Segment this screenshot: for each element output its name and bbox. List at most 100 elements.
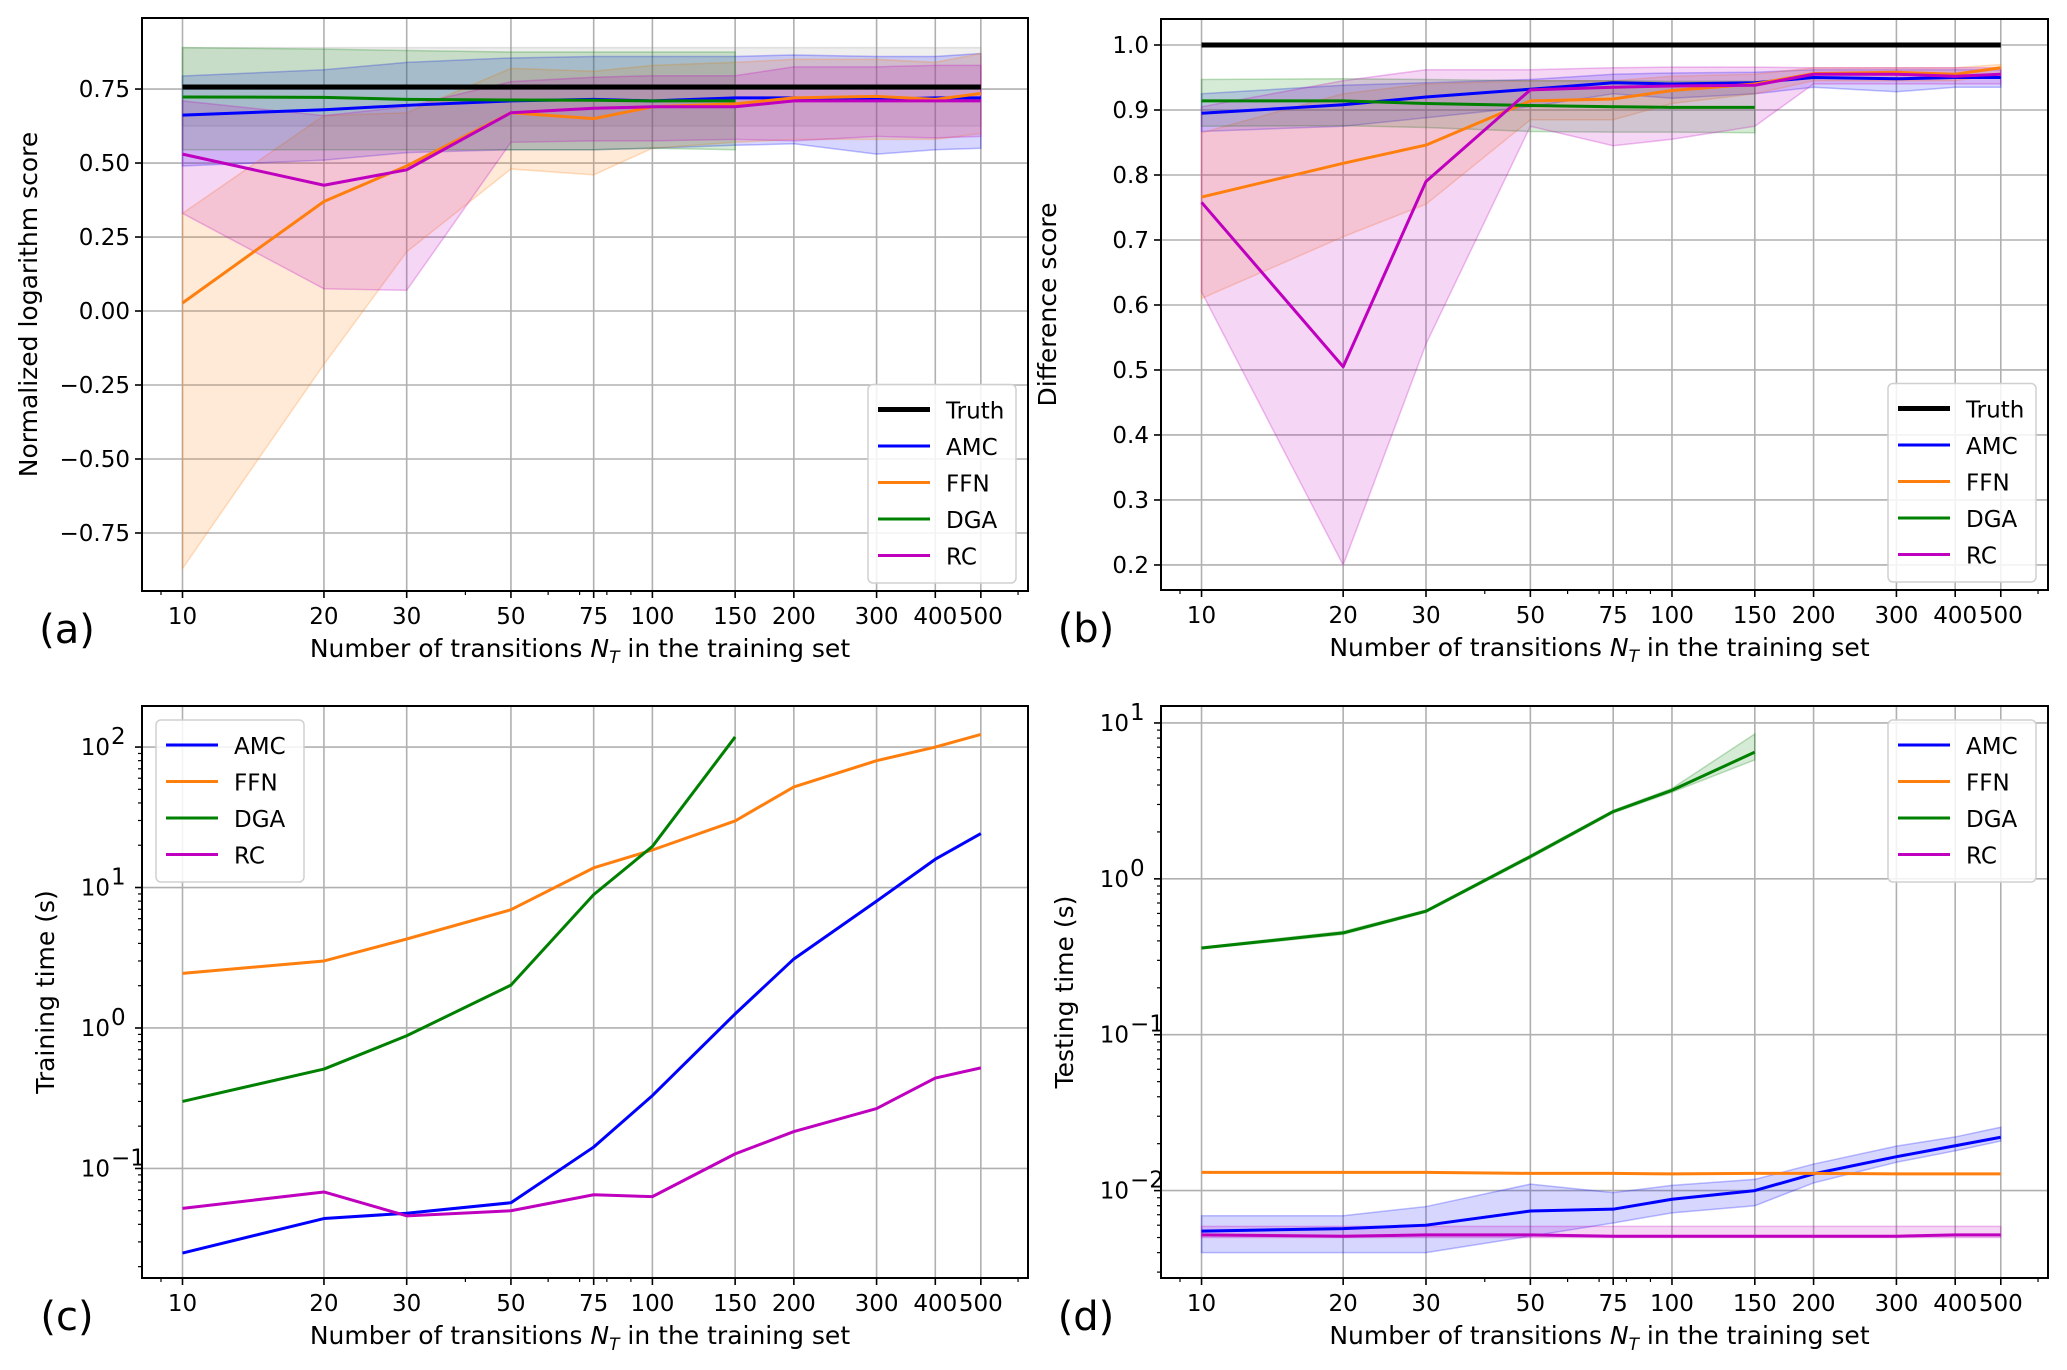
- series-line-rc: [1201, 1233, 2001, 1238]
- x-tick-label: 150: [1733, 1291, 1777, 1317]
- x-tick-label: 150: [713, 604, 757, 630]
- x-tick-label: 75: [1599, 603, 1628, 629]
- x-tick-label: 75: [579, 604, 608, 630]
- x-tick-label: 10: [168, 1291, 197, 1317]
- y-tick-label: 0.8: [1112, 163, 1149, 189]
- legend-label-rc: RC: [234, 844, 265, 870]
- band-amc: [1200, 1126, 2002, 1254]
- legend-label-amc: AMC: [1966, 734, 2018, 760]
- legend-box: [155, 719, 305, 883]
- x-tick-label: 100: [1650, 1291, 1694, 1317]
- legend-label-rc: RC: [1966, 844, 1997, 870]
- axes-frame: [1160, 705, 2049, 1279]
- axes-frame: [141, 17, 1029, 592]
- y-tick-label: 0.25: [79, 225, 130, 251]
- plot-area: [1200, 732, 2002, 1254]
- y-tick-label: 10: [81, 1016, 110, 1042]
- y-tick-label: −0.50: [60, 447, 130, 473]
- x-tick-label: 30: [392, 604, 421, 630]
- y-tick-label: 0.9: [1112, 98, 1149, 124]
- x-tick-label: 50: [496, 604, 525, 630]
- axes-frame: [141, 705, 1029, 1279]
- legend-box: [1887, 382, 2037, 583]
- y-axis-label: Training time (s): [31, 890, 60, 1095]
- y-tick-label: 10: [1100, 1179, 1129, 1205]
- y-tick-label: −0.75: [60, 521, 130, 547]
- x-tick-label: 30: [1411, 1291, 1440, 1317]
- x-tick-label: 20: [309, 1291, 338, 1317]
- x-tick-label: 300: [1874, 1291, 1918, 1317]
- plot-area: [1200, 42, 2002, 567]
- x-tick-label: 30: [392, 1291, 421, 1317]
- legend-label-ffn: FFN: [946, 472, 990, 498]
- y-tick-label: 1.0: [1112, 33, 1149, 59]
- plot-area: [182, 732, 982, 1255]
- x-tick-label: 10: [168, 604, 197, 630]
- series-line-ffn: [1201, 1170, 2001, 1176]
- y-tick-exponent: 0: [111, 1005, 126, 1031]
- x-tick-label: 20: [1329, 603, 1358, 629]
- x-tick-label: 400: [1933, 1291, 1977, 1317]
- y-tick-exponent: 1: [1130, 700, 1145, 726]
- y-tick-label: 0.00: [79, 299, 130, 325]
- x-tick-label: 150: [713, 1291, 757, 1317]
- legend-label-rc: RC: [946, 545, 977, 571]
- band-ffn: [181, 52, 982, 571]
- legend-label-dga: DGA: [1966, 807, 2018, 833]
- band-rc: [1200, 66, 2002, 567]
- x-tick-label: 200: [1792, 603, 1836, 629]
- y-axis-label: Difference score: [1033, 202, 1062, 406]
- y-tick-label: 0.7: [1112, 228, 1149, 254]
- legend-label-truth: Truth: [945, 399, 1004, 425]
- y-tick-label: 10: [1100, 867, 1129, 893]
- plot-area: [181, 46, 982, 571]
- y-tick-label: 0.5: [1112, 358, 1149, 384]
- legend: Truth AMC FFN DGA RC: [867, 383, 1017, 584]
- legend-box: [1887, 719, 2037, 883]
- x-tick-label: 200: [772, 604, 816, 630]
- y-axis-label: Normalized logarithm score: [14, 132, 43, 478]
- x-tick-label: 400: [1933, 603, 1977, 629]
- series-line-amc: [182, 832, 982, 1255]
- y-tick-label: 0.3: [1112, 488, 1149, 514]
- panel-label: (d): [1058, 1294, 1115, 1340]
- x-tick-label: 100: [1650, 603, 1694, 629]
- legend: AMC FFN DGA RC: [1887, 719, 2037, 883]
- panel-label: (a): [39, 607, 95, 653]
- legend-label-ffn: FFN: [1966, 771, 2010, 797]
- x-tick-label: 20: [1329, 1291, 1358, 1317]
- y-tick-label: 10: [81, 735, 110, 761]
- legend: AMC FFN DGA RC: [155, 719, 305, 883]
- y-tick-exponent: 1: [111, 865, 126, 891]
- x-tick-label: 30: [1411, 603, 1440, 629]
- y-tick-label: 10: [81, 876, 110, 902]
- x-tick-label: 300: [855, 1291, 899, 1317]
- x-tick-label: 75: [1599, 1291, 1628, 1317]
- grid: [142, 706, 1028, 1278]
- y-tick-exponent: 0: [1130, 856, 1145, 882]
- x-tick-label: 400: [913, 1291, 957, 1317]
- x-tick-label: 150: [1733, 603, 1777, 629]
- legend-label-ffn: FFN: [1966, 471, 2010, 497]
- panel-a: 10 20 30 50 75 100 150 200 300 400 500 −0.75 −0.50 −0…: [14, 17, 1029, 668]
- x-tick-label: 75: [579, 1291, 608, 1317]
- y-tick-exponent: −2: [1130, 1168, 1164, 1194]
- legend-label-amc: AMC: [946, 435, 998, 461]
- x-tick-label: 10: [1187, 603, 1216, 629]
- x-tick-label: 50: [496, 1291, 525, 1317]
- x-tick-label: 300: [1874, 603, 1918, 629]
- legend-label-amc: AMC: [1966, 434, 2018, 460]
- x-tick-label: 200: [1792, 1291, 1836, 1317]
- panel-label: (c): [40, 1294, 93, 1340]
- x-tick-label: 10: [1187, 1291, 1216, 1317]
- x-axis-label: Number of transitions NT in the training…: [1329, 633, 1869, 667]
- legend-label-rc: RC: [1966, 544, 1997, 570]
- x-axis-label: Number of transitions NT in the training…: [310, 1321, 850, 1355]
- y-tick-label: 0.4: [1112, 423, 1149, 449]
- x-tick-label: 50: [1516, 603, 1545, 629]
- x-tick-label: 400: [913, 604, 957, 630]
- x-tick-label: 100: [630, 1291, 674, 1317]
